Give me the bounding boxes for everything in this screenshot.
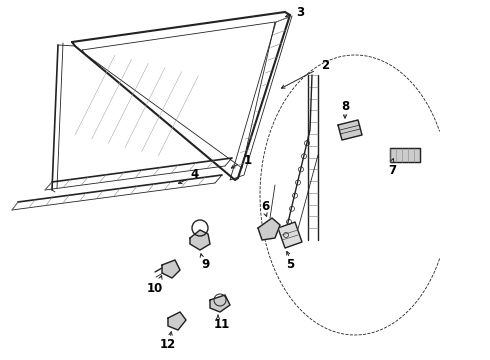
Text: 7: 7 [388,163,396,176]
Polygon shape [278,222,302,248]
Text: 12: 12 [160,338,176,351]
Polygon shape [210,295,230,312]
Text: 11: 11 [214,319,230,332]
Text: 3: 3 [296,5,304,18]
Text: 4: 4 [191,167,199,180]
Polygon shape [190,230,210,250]
Text: 9: 9 [201,258,209,271]
Text: 8: 8 [341,99,349,113]
Polygon shape [168,312,186,330]
Polygon shape [258,218,280,240]
Text: 1: 1 [244,153,252,166]
Polygon shape [338,120,362,140]
Text: 10: 10 [147,282,163,294]
Text: 5: 5 [286,258,294,271]
Text: 6: 6 [261,199,269,212]
Text: 2: 2 [321,59,329,72]
Polygon shape [390,148,420,162]
Polygon shape [162,260,180,278]
